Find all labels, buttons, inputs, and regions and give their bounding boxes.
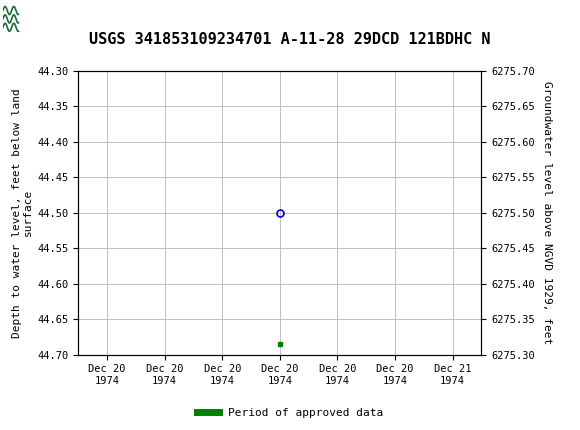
Y-axis label: Depth to water level, feet below land
surface: Depth to water level, feet below land su… bbox=[12, 88, 33, 338]
Text: USGS: USGS bbox=[44, 10, 99, 28]
Y-axis label: Groundwater level above NGVD 1929, feet: Groundwater level above NGVD 1929, feet bbox=[542, 81, 552, 344]
Bar bbox=[3, 2, 19, 36]
Text: USGS 341853109234701 A-11-28 29DCD 121BDHC N: USGS 341853109234701 A-11-28 29DCD 121BD… bbox=[89, 32, 491, 47]
Legend: Period of approved data: Period of approved data bbox=[193, 403, 387, 422]
